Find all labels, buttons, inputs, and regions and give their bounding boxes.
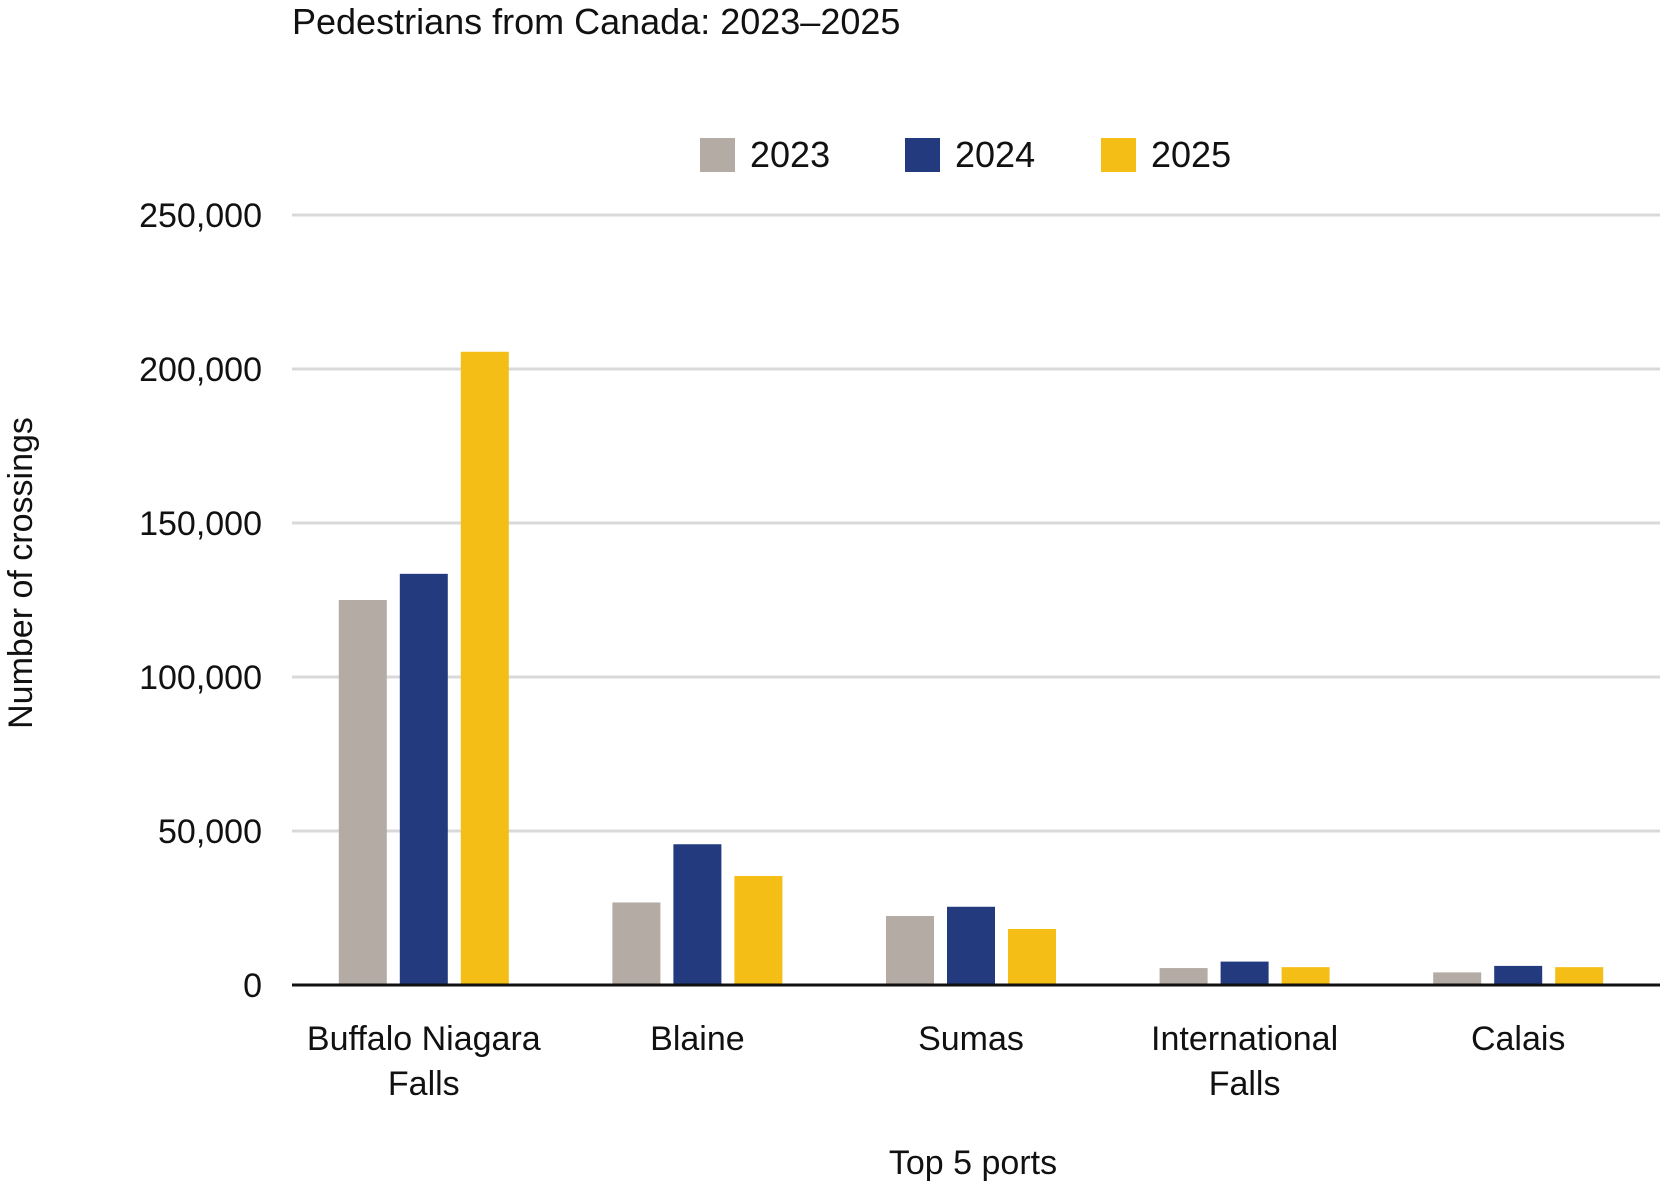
legend-label: 2023: [750, 134, 830, 175]
legend-label: 2025: [1151, 134, 1231, 175]
bar-2024: [673, 844, 722, 985]
bar-2024: [399, 573, 448, 985]
x-axis-label: Top 5 ports: [889, 1144, 1057, 1182]
chart-title: Pedestrians from Canada: 2023–2025: [292, 1, 900, 42]
bar-2023: [886, 916, 934, 985]
bar-2024: [947, 906, 995, 985]
bar-2023: [612, 902, 661, 985]
bar-2025: [734, 875, 783, 985]
bar-2025: [1555, 967, 1604, 985]
bar-2023: [338, 600, 387, 985]
legend-swatch-2023: [700, 138, 735, 172]
x-tick-label: Falls: [1209, 1065, 1281, 1103]
bar-2025: [1281, 967, 1330, 985]
bar-2025: [1008, 928, 1056, 985]
bar-2023: [1433, 972, 1482, 985]
legend-label: 2024: [955, 134, 1035, 175]
y-tick-label: 200,000: [139, 351, 262, 389]
y-axis-label: Number of crossings: [2, 417, 40, 729]
legend-swatch-2025: [1101, 138, 1136, 172]
legend-swatch-2024: [905, 138, 940, 172]
bar-2024: [1220, 961, 1269, 985]
bar-2023: [1159, 968, 1208, 985]
x-tick-label: Sumas: [918, 1020, 1024, 1058]
bar-2024: [1494, 965, 1543, 985]
y-tick-label: 250,000: [139, 197, 262, 235]
y-tick-label: 100,000: [139, 659, 262, 697]
x-tick-label: Blaine: [650, 1020, 745, 1058]
y-tick-label: 150,000: [139, 505, 262, 543]
y-tick-label: 50,000: [158, 813, 262, 851]
bar-2025: [460, 351, 509, 985]
x-tick-label: International: [1151, 1020, 1338, 1058]
x-tick-label: Falls: [388, 1065, 460, 1103]
x-tick-label: Buffalo Niagara: [307, 1020, 541, 1058]
x-tick-label: Calais: [1471, 1020, 1565, 1058]
y-tick-label: 0: [243, 967, 262, 1005]
